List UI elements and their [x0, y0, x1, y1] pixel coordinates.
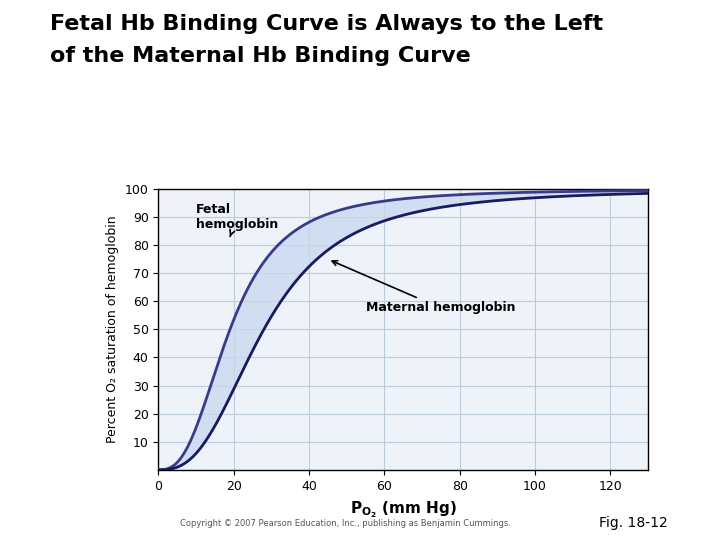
Text: Maternal hemoglobin: Maternal hemoglobin — [332, 261, 515, 314]
Text: Fig. 18-12: Fig. 18-12 — [599, 516, 668, 530]
Text: of the Maternal Hb Binding Curve: of the Maternal Hb Binding Curve — [50, 46, 471, 66]
Text: Fetal Hb Binding Curve is Always to the Left: Fetal Hb Binding Curve is Always to the … — [50, 14, 603, 33]
Y-axis label: Percent O₂ saturation of hemoglobin: Percent O₂ saturation of hemoglobin — [107, 215, 120, 443]
Text: Copyright © 2007 Pearson Education, Inc., publishing as Benjamin Cummings.: Copyright © 2007 Pearson Education, Inc.… — [180, 519, 511, 529]
X-axis label: $\mathbf{P_{O_2}}$ (mm Hg): $\mathbf{P_{O_2}}$ (mm Hg) — [350, 500, 456, 520]
Text: Fetal
hemoglobin: Fetal hemoglobin — [196, 203, 279, 237]
